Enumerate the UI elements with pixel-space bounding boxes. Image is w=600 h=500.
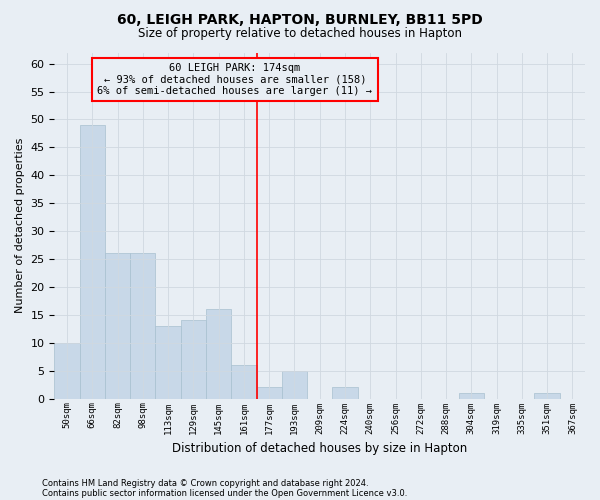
Text: Contains public sector information licensed under the Open Government Licence v3: Contains public sector information licen…	[42, 488, 407, 498]
Y-axis label: Number of detached properties: Number of detached properties	[15, 138, 25, 314]
Bar	[55, 343, 80, 398]
X-axis label: Distribution of detached houses by size in Hapton: Distribution of detached houses by size …	[172, 442, 467, 455]
Text: Size of property relative to detached houses in Hapton: Size of property relative to detached ho…	[138, 28, 462, 40]
Bar	[130, 254, 155, 398]
Bar	[181, 320, 206, 398]
Bar	[105, 254, 130, 398]
Bar	[535, 393, 560, 398]
Text: 60, LEIGH PARK, HAPTON, BURNLEY, BB11 5PD: 60, LEIGH PARK, HAPTON, BURNLEY, BB11 5P…	[117, 12, 483, 26]
Bar	[282, 370, 307, 398]
Bar	[332, 388, 358, 398]
Bar	[458, 393, 484, 398]
Bar	[155, 326, 181, 398]
Bar	[206, 310, 231, 398]
Text: 60 LEIGH PARK: 174sqm
← 93% of detached houses are smaller (158)
6% of semi-deta: 60 LEIGH PARK: 174sqm ← 93% of detached …	[97, 63, 373, 96]
Bar	[80, 125, 105, 398]
Bar	[231, 365, 257, 398]
Bar	[257, 388, 282, 398]
Text: Contains HM Land Registry data © Crown copyright and database right 2024.: Contains HM Land Registry data © Crown c…	[42, 478, 368, 488]
